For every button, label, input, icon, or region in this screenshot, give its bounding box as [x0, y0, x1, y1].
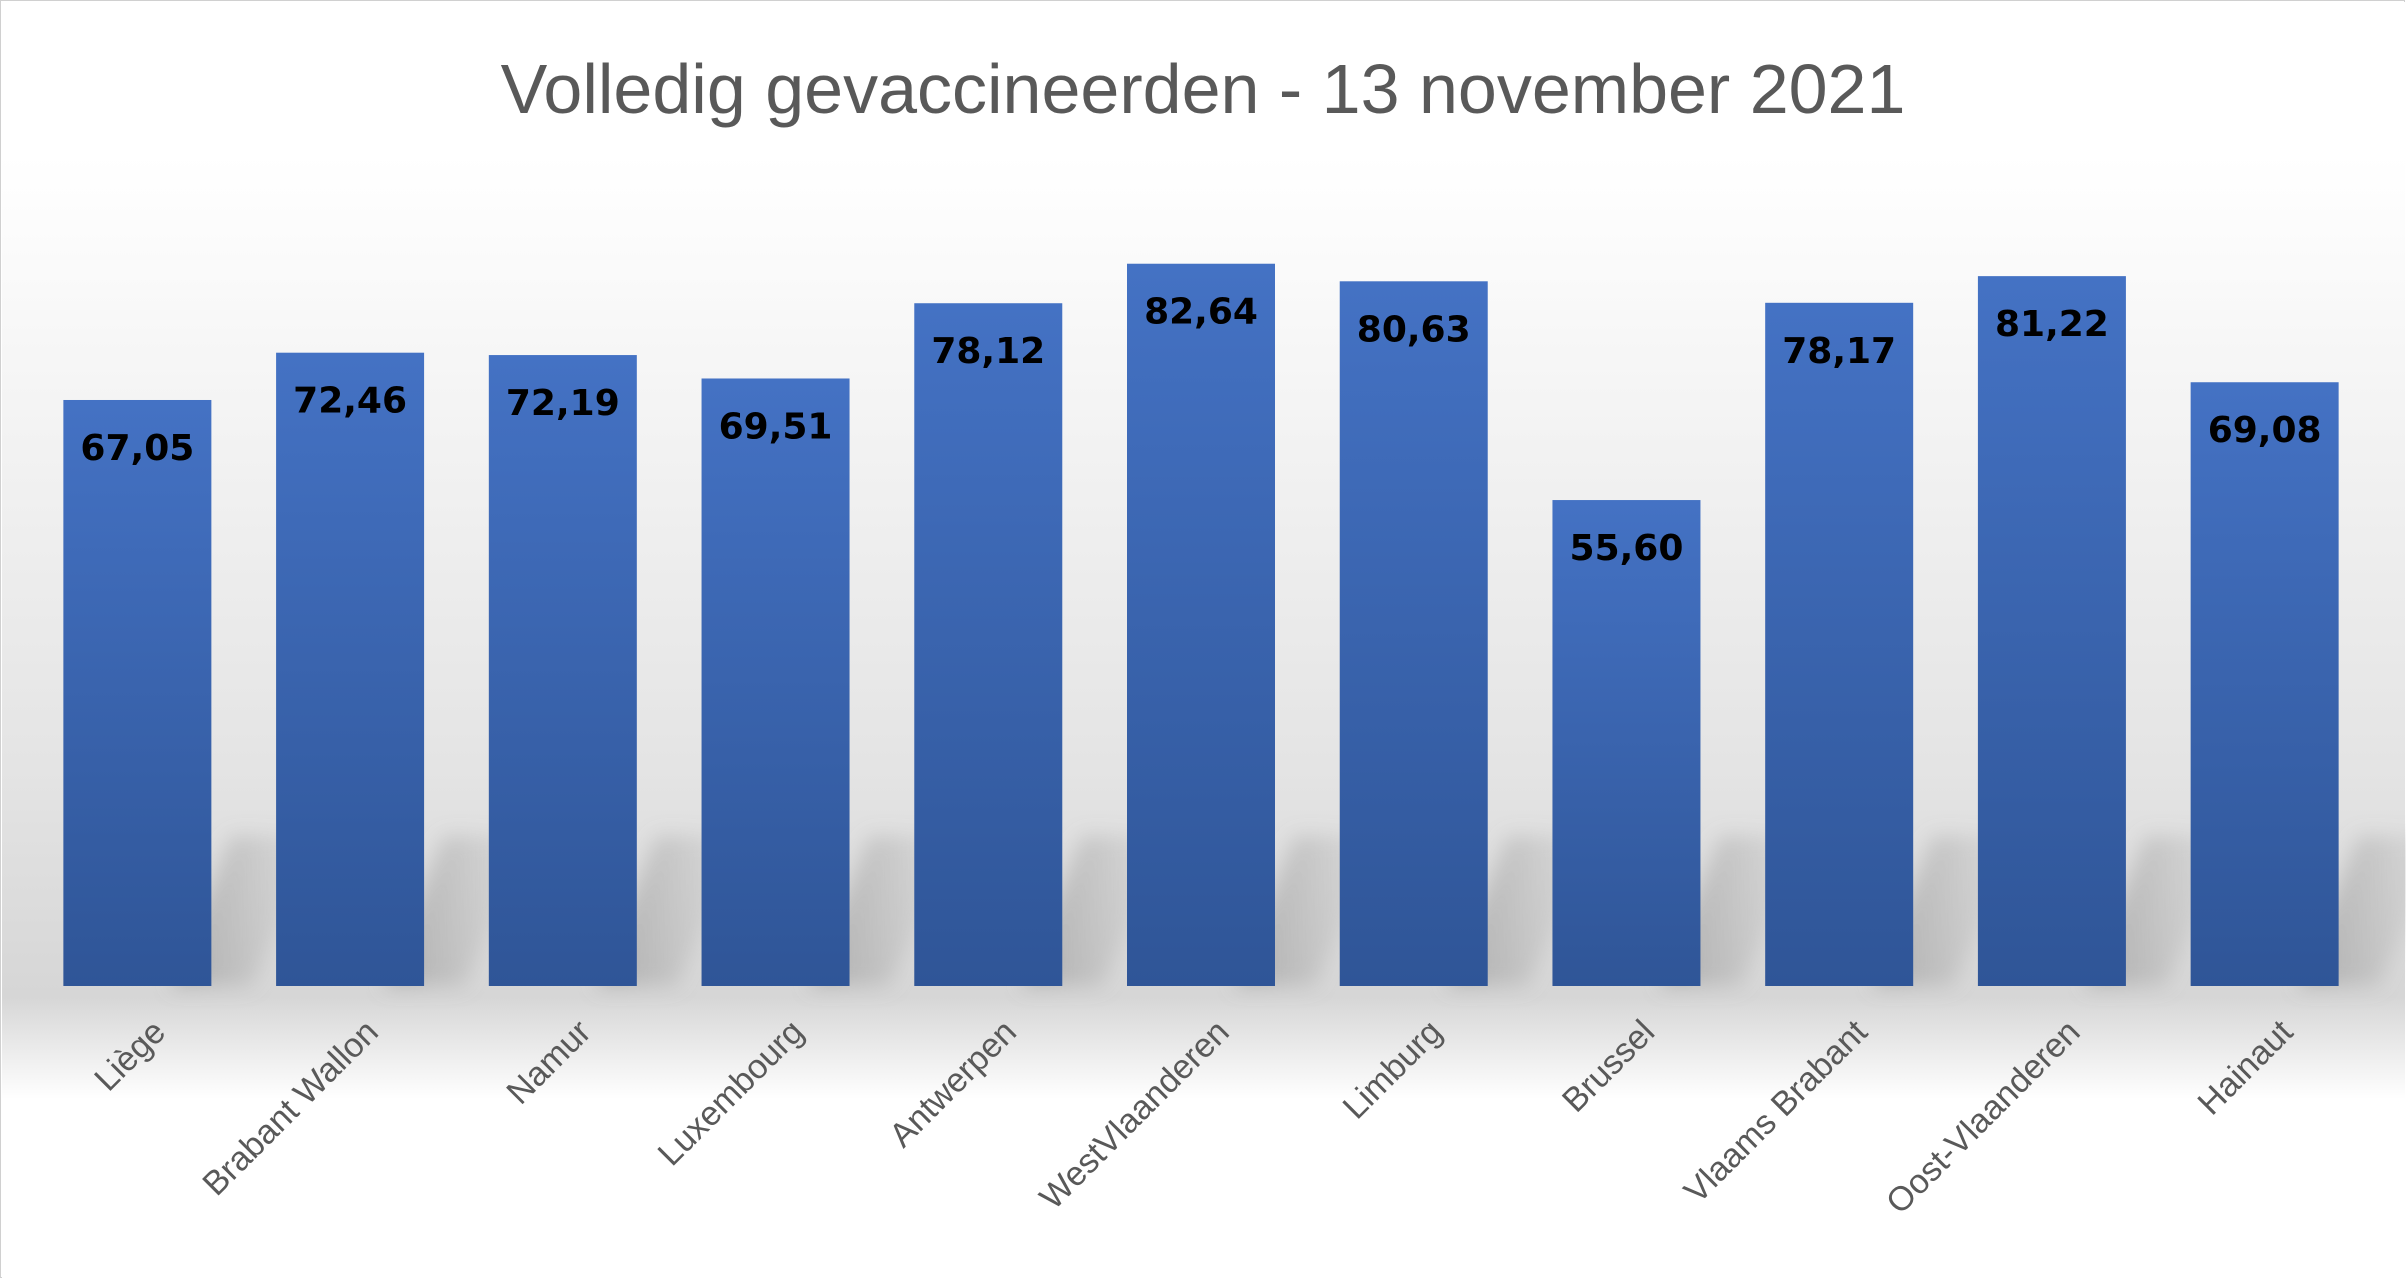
value-labels: 67,05 72,46 72,19 69,51 78,12 82,64 80,63 55,60…	[80, 292, 2321, 569]
data-label: 69,51	[719, 406, 833, 447]
data-label: 81,22	[1995, 304, 2109, 345]
data-label: 55,60	[1570, 528, 1684, 569]
data-label: 67,05	[80, 428, 194, 469]
bar-antwerpen	[914, 303, 1063, 986]
bars	[63, 263, 2339, 986]
data-label: 78,17	[1782, 331, 1896, 372]
data-label: 82,64	[1144, 292, 1258, 333]
bar-westvlaanderen	[1127, 263, 1275, 986]
bar-luxembourg	[701, 378, 850, 986]
data-label: 69,08	[2208, 410, 2322, 451]
chart-title: Volledig gevaccineerden - 13 november 20…	[501, 50, 1906, 128]
data-label: 72,19	[506, 383, 620, 424]
data-label: 72,46	[293, 381, 407, 422]
data-label: 78,12	[931, 331, 1045, 372]
bar-oost-vlaanderen	[1977, 276, 2126, 986]
bar-limburg	[1339, 281, 1488, 986]
data-label: 80,63	[1357, 309, 1471, 350]
bar-li-ge	[63, 399, 212, 986]
bar-vlaams-brabant	[1765, 302, 1914, 986]
bar-namur	[488, 355, 637, 986]
bar-hainaut	[2190, 382, 2339, 986]
bar-brabant-wallon	[276, 352, 425, 986]
bar-brussel	[1552, 500, 1701, 986]
